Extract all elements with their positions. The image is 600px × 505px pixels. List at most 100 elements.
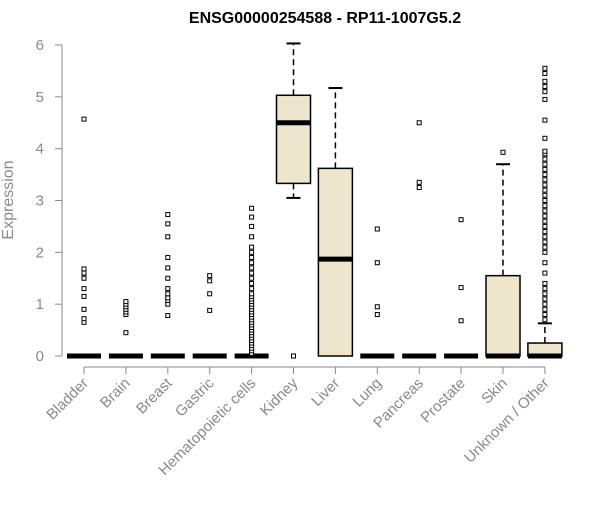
outlier-point xyxy=(249,270,255,276)
outlier-point xyxy=(165,275,171,281)
outlier-point xyxy=(249,260,255,266)
outlier-point xyxy=(542,135,548,141)
outlier-point xyxy=(249,255,255,261)
outlier-point xyxy=(249,291,255,297)
outlier-point xyxy=(81,293,87,299)
outlier-point xyxy=(542,187,548,193)
outlier-point xyxy=(542,161,548,167)
x-tick-label: Bladder xyxy=(43,375,92,424)
x-tick-label: Skin xyxy=(478,375,511,408)
box-body xyxy=(275,94,312,185)
outlier-point xyxy=(81,286,87,292)
outlier-point xyxy=(374,304,380,310)
outlier-point xyxy=(249,275,255,281)
outlier-point xyxy=(542,172,548,178)
x-tick-label: Kidney xyxy=(257,374,302,419)
outlier-point xyxy=(500,149,506,155)
box-hematopoietic-cells xyxy=(234,205,269,359)
y-axis-label: Expression xyxy=(0,160,17,239)
outlier-point xyxy=(249,223,255,229)
box-body xyxy=(317,167,354,357)
outlier-point xyxy=(542,177,548,183)
outlier-point xyxy=(374,226,380,232)
box-bladder xyxy=(67,116,101,359)
outlier-point xyxy=(542,182,548,188)
outlier-point xyxy=(165,234,171,240)
outlier-point xyxy=(165,286,171,292)
outlier-point xyxy=(542,312,548,318)
outlier-point xyxy=(542,166,548,172)
outlier-point xyxy=(207,307,213,313)
outlier-point xyxy=(165,291,171,297)
outlier-point xyxy=(458,318,464,324)
box-gastric xyxy=(192,273,227,359)
x-tick-label: Brain xyxy=(97,375,134,412)
outlier-point xyxy=(542,301,548,307)
outlier-point xyxy=(542,239,548,245)
outlier-point xyxy=(165,211,171,217)
outlier-point xyxy=(81,266,87,272)
outlier-point xyxy=(542,203,548,209)
outlier-point xyxy=(542,291,548,297)
outlier-point xyxy=(542,270,548,276)
y-tick-label: 6 xyxy=(36,37,44,54)
outlier-point xyxy=(165,295,171,301)
box-prostate xyxy=(444,217,479,359)
outlier-point xyxy=(542,156,548,162)
outlier-point xyxy=(542,229,548,235)
chart-title: ENSG00000254588 - RP11-1007G5.2 xyxy=(189,10,461,27)
box-brain xyxy=(108,299,143,359)
y-tick-label: 1 xyxy=(36,296,44,313)
outlier-point xyxy=(542,286,548,292)
outlier-point xyxy=(81,306,87,312)
outlier-point xyxy=(249,249,255,255)
outlier-point xyxy=(249,286,255,292)
outlier-point xyxy=(542,89,548,95)
box-kidney xyxy=(275,42,312,359)
outlier-point xyxy=(542,83,548,89)
outlier-point xyxy=(542,148,548,154)
outlier-point xyxy=(81,275,87,281)
outlier-point xyxy=(249,234,255,240)
outlier-point xyxy=(542,260,548,266)
outlier-point xyxy=(416,120,422,126)
box-lung xyxy=(360,226,395,359)
box-skin xyxy=(485,149,521,359)
box-unknown-other xyxy=(527,65,563,359)
outlier-point xyxy=(249,244,255,250)
outlier-point xyxy=(542,213,548,219)
outlier-point xyxy=(542,65,548,71)
outlier-point xyxy=(207,278,213,284)
outlier-point xyxy=(542,218,548,224)
outlier-point xyxy=(416,179,422,185)
outlier-point xyxy=(458,285,464,291)
outlier-point xyxy=(542,96,548,102)
outlier-point xyxy=(542,198,548,203)
outlier-point xyxy=(542,280,548,286)
outlier-point xyxy=(123,330,129,336)
y-tick-label: 0 xyxy=(36,348,44,365)
outlier-point xyxy=(291,353,296,359)
x-tick-label: Prostate xyxy=(417,375,469,427)
box-body xyxy=(485,274,521,357)
outlier-point xyxy=(542,208,548,214)
outlier-point xyxy=(207,273,213,279)
outlier-point xyxy=(542,78,548,84)
outlier-point xyxy=(542,117,548,123)
outlier-point xyxy=(81,116,87,122)
outlier-point xyxy=(249,265,255,271)
outlier-point xyxy=(542,249,548,255)
x-tick-label: Breast xyxy=(133,374,176,417)
x-tick-label: Liver xyxy=(308,375,343,410)
box-breast xyxy=(150,211,185,359)
outlier-point xyxy=(542,192,548,198)
outlier-point xyxy=(542,223,548,229)
outlier-point xyxy=(207,291,213,297)
outlier-point xyxy=(542,317,548,323)
outlier-point xyxy=(416,185,422,191)
outlier-point xyxy=(374,312,380,318)
outlier-point xyxy=(165,265,171,271)
